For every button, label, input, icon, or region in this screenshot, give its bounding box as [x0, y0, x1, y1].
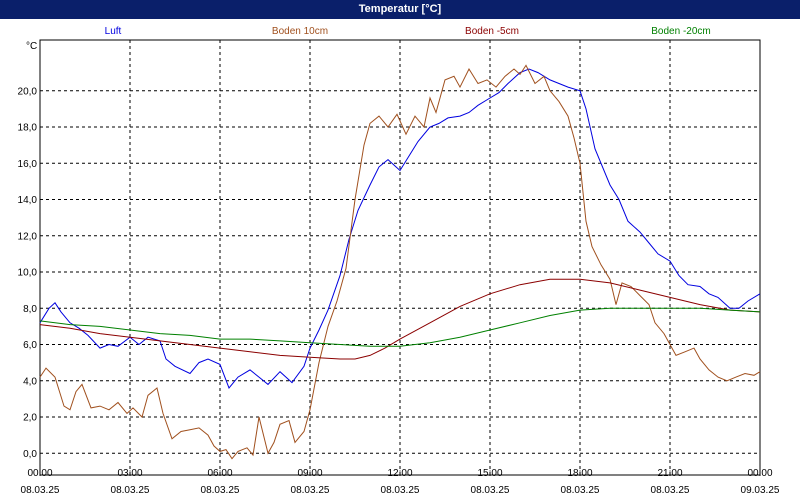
x-tick-time: 06:00 [207, 468, 232, 479]
y-tick-label: 6,0 [23, 340, 37, 351]
y-tick-label: 8,0 [23, 304, 37, 315]
y-tick-label: 0,0 [23, 449, 37, 460]
x-tick-time: 00:00 [747, 468, 772, 479]
x-tick-date: 09.03.25 [741, 485, 780, 496]
y-tick-label: 20,0 [18, 86, 38, 97]
x-tick-date: 08.03.25 [561, 485, 600, 496]
x-tick-time: 12:00 [387, 468, 412, 479]
x-tick-date: 08.03.25 [201, 485, 240, 496]
y-tick-label: 2,0 [23, 413, 37, 424]
legend-entry: Boden 10cm [272, 26, 328, 37]
legend-entry: Luft [105, 26, 122, 37]
y-axis: 0,0 2,0 4,0 6,0 8,0 10,0 12,0 14,0 16,0 18,0 20,0 [18, 86, 38, 460]
x-tick-time: 15:00 [477, 468, 502, 479]
legend: Luft Boden 10cm Boden -5cm Boden -20cm [105, 26, 711, 37]
series-line-1 [39, 64, 761, 460]
y-tick-label: 4,0 [23, 376, 37, 387]
chart-title: Temperatur [°C] [0, 0, 800, 19]
series-lines [39, 64, 761, 460]
series-line-2 [39, 278, 761, 360]
series-line-0 [39, 68, 761, 389]
x-tick-date: 08.03.25 [21, 485, 60, 496]
x-tick-date: 08.03.25 [471, 485, 510, 496]
legend-entry: Boden -5cm [465, 26, 519, 37]
x-tick-date: 08.03.25 [111, 485, 150, 496]
x-tick-time: 18:00 [567, 468, 592, 479]
y-axis-unit: °C [26, 41, 37, 52]
x-tick-time: 21:00 [657, 468, 682, 479]
grid [40, 40, 760, 475]
x-tick-date: 08.03.25 [381, 485, 420, 496]
x-tick-time: 00:00 [27, 468, 52, 479]
temperature-chart: Luft Boden 10cm Boden -5cm Boden -20cm °C 0… [18, 26, 780, 496]
y-tick-label: 10,0 [18, 268, 38, 279]
y-tick-label: 14,0 [18, 195, 38, 206]
x-tick-date: 08.03.25 [651, 485, 690, 496]
y-tick-label: 18,0 [18, 123, 38, 134]
legend-entry: Boden -20cm [651, 26, 710, 37]
x-tick-time: 03:00 [117, 468, 142, 479]
x-tick-date: 08.03.25 [291, 485, 330, 496]
y-tick-label: 12,0 [18, 231, 38, 242]
y-tick-label: 16,0 [18, 159, 38, 170]
x-tick-time: 09:00 [297, 468, 322, 479]
x-axis: 00:00 08.03.25 03:00 08.03.25 06:00 08.03.25 0… [21, 468, 780, 496]
series-line-3 [39, 307, 761, 347]
